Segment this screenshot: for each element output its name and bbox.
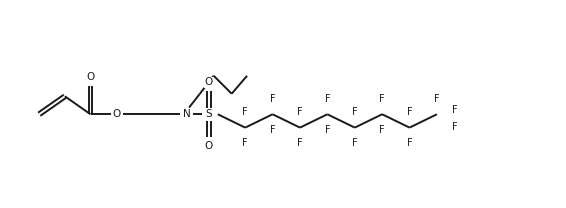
Text: F: F [452, 105, 458, 115]
Text: O: O [87, 72, 95, 82]
Text: F: F [270, 125, 276, 135]
Text: F: F [324, 94, 330, 104]
Text: O: O [204, 77, 213, 87]
Text: F: F [379, 94, 385, 104]
Text: F: F [242, 107, 248, 117]
Text: S: S [205, 109, 212, 119]
Text: F: F [352, 138, 358, 148]
Text: F: F [407, 138, 413, 148]
Text: F: F [407, 107, 413, 117]
Text: O: O [204, 141, 213, 151]
Text: F: F [434, 94, 440, 104]
Text: F: F [352, 107, 358, 117]
Text: F: F [297, 138, 303, 148]
Text: F: F [324, 125, 330, 135]
Text: F: F [270, 94, 276, 104]
Text: F: F [452, 122, 458, 132]
Text: F: F [379, 125, 385, 135]
Text: F: F [297, 107, 303, 117]
Text: N: N [183, 109, 190, 119]
Text: O: O [112, 109, 121, 119]
Text: F: F [242, 138, 248, 148]
